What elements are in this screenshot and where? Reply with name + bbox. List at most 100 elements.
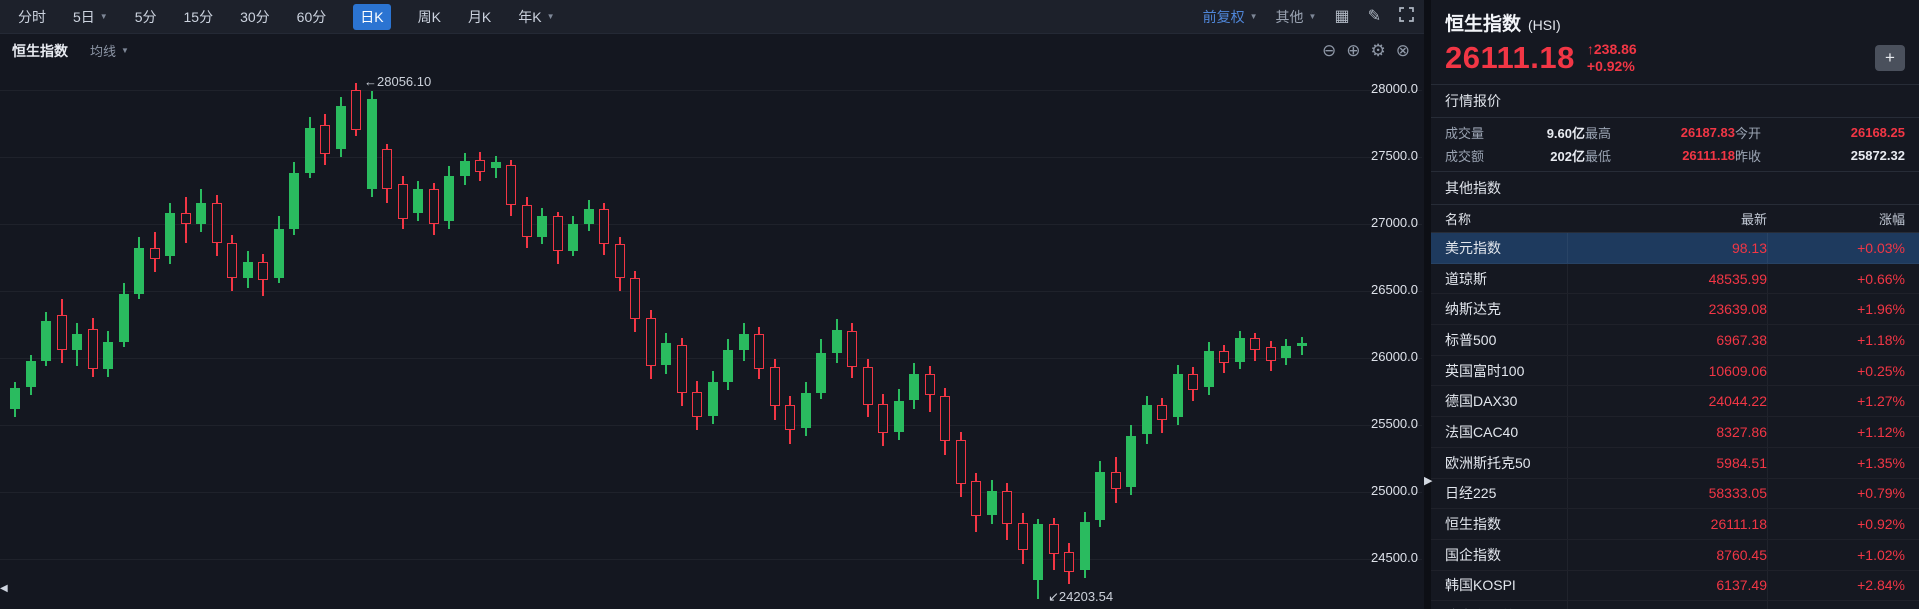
period-toolbar: 分时 5日 ▼ 5分 15分 30分 60分 日K 周K 月K 年K ▼ 前复权 ▼ 其他 ▼ ▦ ✎ (0, 0, 1424, 34)
gridline (0, 358, 1422, 359)
candle (723, 350, 733, 383)
period-button-分时[interactable]: 分时 (18, 8, 46, 25)
candle (1250, 337, 1260, 350)
period-button-月K[interactable]: 月K (467, 8, 492, 25)
period-button-日K[interactable]: 日K (353, 3, 391, 30)
candle (1079, 521, 1090, 570)
zoom-out-icon[interactable]: ⊖ (1322, 41, 1337, 60)
table-row[interactable]: 澳大利亚普通股9195.30+0.33% (1431, 601, 1919, 609)
candle (72, 333, 82, 350)
period-button-年K[interactable]: 年K ▼ (518, 8, 555, 25)
table-row[interactable]: 标普500 6967.38 +1.18% (1431, 325, 1919, 356)
table-row[interactable]: 法国CAC40 8327.86 +1.12% (1431, 417, 1919, 448)
table-row[interactable]: 英国富时100 10609.06 +0.25% (1431, 355, 1919, 387)
period-button-5日[interactable]: 5日 ▼ (73, 8, 108, 25)
panel-divider (1424, 0, 1431, 609)
y-axis-tick: 25500.0 (1371, 416, 1418, 431)
layout-grid-icon[interactable]: ▦ (1334, 7, 1350, 25)
candle (320, 124, 330, 155)
candle (459, 161, 470, 176)
candle (273, 229, 284, 278)
adjust-mode-dropdown[interactable]: 前复权 ▼ (1203, 7, 1258, 27)
candle (1048, 524, 1059, 554)
chevron-down-icon: ▼ (121, 46, 129, 55)
candle (971, 481, 981, 517)
zoom-in-icon[interactable]: ⊕ (1346, 41, 1361, 60)
candle (41, 320, 51, 361)
table-row[interactable]: 恒生指数 26111.18 +0.92% (1431, 509, 1919, 540)
ma-label: 均线 (90, 44, 117, 59)
candle (583, 209, 594, 224)
period-button-15分[interactable]: 15分 (183, 8, 214, 25)
table-row[interactable]: 欧洲斯托克50 5984.51 +1.35% (1431, 447, 1919, 479)
candle (645, 317, 656, 366)
quote-value: 9.60亿 (1546, 126, 1585, 141)
cell-last: 6967.38 (1567, 325, 1767, 355)
candle (134, 248, 144, 294)
table-row[interactable]: 纳斯达克 23639.08 +1.96% (1431, 294, 1919, 326)
quote-header: 恒生指数 (HSI) 26111.18 ↑238.86 +0.92% + (1431, 0, 1919, 84)
table-row[interactable]: 韩国KOSPI 6137.49 +2.84% (1431, 570, 1919, 602)
fullscreen-icon[interactable] (1399, 7, 1414, 26)
table-row[interactable]: 美元指数 98.13 +0.03% (1431, 233, 1919, 264)
candle (506, 165, 516, 206)
candle (10, 387, 20, 409)
gridline (0, 90, 1422, 91)
period-button-5分[interactable]: 5分 (134, 8, 157, 25)
cell-last: 6137.49 (1567, 570, 1767, 601)
candle (304, 127, 315, 174)
candle (878, 403, 888, 434)
period-button-30分[interactable]: 30分 (240, 8, 270, 25)
quote-value: 26111.18 (1682, 148, 1735, 163)
candle (552, 216, 563, 251)
candle (490, 162, 501, 168)
table-row[interactable]: 德国DAX30 24044.22 +1.27% (1431, 386, 1919, 418)
ma-dropdown[interactable]: 均线 ▼ (90, 41, 129, 60)
chevron-down-icon: ▼ (99, 12, 108, 21)
candle (754, 333, 764, 369)
brush-icon[interactable]: ✎ (1367, 7, 1381, 25)
cell-change: +1.35% (1767, 447, 1919, 478)
gear-icon[interactable]: ⚙ (1370, 41, 1386, 60)
candlestick-chart[interactable]: 28000.0 27500.0 27000.0 26500.0 26000.0 25500… (0, 0, 1424, 609)
price-annotation: ↙24203.54 (1048, 588, 1114, 604)
y-axis-tick: 26500.0 (1371, 282, 1418, 297)
candle (475, 159, 485, 172)
quote-label: 最低 (1585, 149, 1612, 164)
cell-last: 24044.22 (1567, 386, 1767, 417)
quote-section-title: 行情报价 (1431, 84, 1919, 118)
arrow-down-left-icon: ↙ (1048, 588, 1059, 604)
period-button-60分[interactable]: 60分 (296, 8, 327, 25)
quote-grid: 成交量 9.60亿 最高 26187.83 今开 26168.25 成交额 202亿 最低 261… (1431, 118, 1919, 171)
candle (25, 360, 36, 388)
quote-panel: 恒生指数 (HSI) 26111.18 ↑238.86 +0.92% + 行情报… (1431, 0, 1919, 609)
other-dropdown[interactable]: 其他 ▼ (1276, 7, 1317, 27)
candle (444, 175, 454, 222)
close-icon[interactable]: ⊗ (1395, 41, 1410, 60)
cell-name: 韩国KOSPI (1445, 577, 1516, 594)
candle (1017, 522, 1028, 550)
candle (614, 244, 625, 278)
cell-name: 国企指数 (1445, 546, 1501, 563)
candle (831, 329, 842, 353)
candle (1234, 337, 1245, 362)
candle (676, 344, 687, 393)
gridline (0, 224, 1422, 225)
gridline (0, 157, 1422, 158)
price-change-pct: +0.92% (1586, 58, 1635, 74)
panel-collapse-arrow[interactable]: ▶ (1424, 475, 1433, 487)
cell-name: 恒生指数 (1445, 516, 1501, 533)
table-row[interactable]: 国企指数 8760.45 +1.02% (1431, 539, 1919, 571)
table-row[interactable]: 日经225 58333.05 +0.79% (1431, 478, 1919, 510)
table-row[interactable]: 道琼斯 48535.99 +0.66% (1431, 263, 1919, 295)
candle (1157, 404, 1167, 420)
candle (1203, 351, 1214, 388)
price-change: ↑238.86 (1586, 41, 1637, 57)
up-arrow-icon: ↑ (1586, 41, 1594, 57)
cell-change: +0.79% (1767, 478, 1919, 509)
index-code: (HSI) (1528, 17, 1561, 33)
add-to-watchlist-button[interactable]: + (1875, 45, 1905, 71)
candle (599, 209, 609, 245)
period-button-周K[interactable]: 周K (417, 8, 441, 25)
